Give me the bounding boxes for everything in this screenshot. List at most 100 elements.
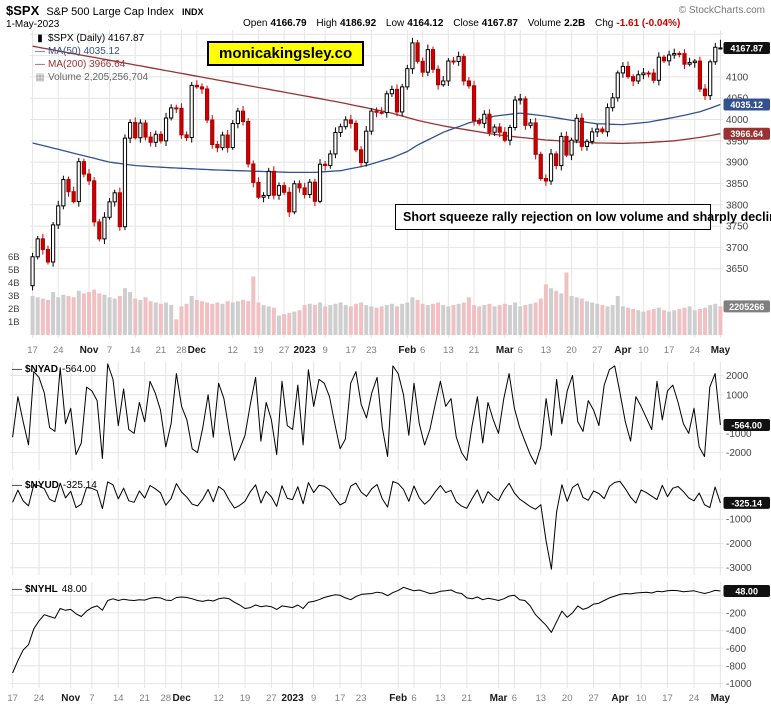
x-axis-label: Dec — [188, 345, 207, 356]
x-axis-label: 10 — [638, 345, 649, 356]
nyud-value-box — [723, 496, 770, 509]
x-axis-label: 17 — [662, 693, 673, 704]
x-axis-label: 23 — [366, 345, 377, 356]
nyud-legend: — $NYUD -325.14 — [12, 480, 97, 491]
value-boxes: 4167.87 4035.12 3966.64 2205266 -564.00 -325.… — [723, 41, 770, 598]
x-axis-label: 17 — [27, 345, 38, 356]
x-axis-label: Apr — [611, 693, 628, 704]
chart-header: $SPX S&P 500 Large Cap Index INDX — [6, 3, 204, 18]
nyhl-legend: — $NYHL 48.00 — [12, 584, 87, 595]
volume-axis-label: 5B — [8, 265, 20, 276]
x-axis-label: Feb — [389, 693, 407, 704]
nyud-name: $NYUD — [25, 480, 59, 491]
nyhl-value-box-label: 48.00 — [735, 587, 758, 597]
x-axis-label: 2023 — [281, 693, 304, 704]
nyhl-value-box — [723, 585, 770, 598]
x-axis-label: 27 — [588, 693, 599, 704]
price-axis-label: 3650 — [726, 264, 749, 275]
nyud-axis-label: -1000 — [726, 515, 752, 526]
nyad-axis-label: 2000 — [726, 371, 749, 382]
x-axis-label: 19 — [240, 693, 251, 704]
x-axis-label: 24 — [689, 345, 700, 356]
volume-value-box — [723, 300, 770, 313]
x-axis-label: 7 — [89, 693, 94, 704]
chg-label: Chg — [595, 18, 614, 29]
x-axis-label: 6 — [512, 693, 517, 704]
x-axis-label: 24 — [34, 693, 45, 704]
x-axis-label: 12 — [213, 693, 224, 704]
x-axis-label: 28 — [176, 345, 187, 356]
x-axis-label: 14 — [130, 345, 141, 356]
nyhl-value: 48.00 — [61, 584, 87, 595]
candlestick-icon: ▮ — [37, 33, 43, 44]
open-label: Open — [243, 18, 268, 29]
x-axis-label: Nov — [80, 345, 99, 356]
volume-bars — [30, 272, 723, 335]
nyhl-name: $NYHL — [25, 584, 58, 595]
price-axis-label: 3900 — [726, 158, 749, 169]
nyad-line — [12, 363, 721, 465]
close-label: Close — [453, 18, 479, 29]
ma50-value-box — [723, 98, 770, 111]
x-axis-label: Dec — [172, 693, 191, 704]
x-axis-label: 12 — [227, 345, 238, 356]
price-axis-label: 4000 — [726, 115, 749, 126]
x-axis-label: 13 — [541, 345, 552, 356]
ma200-line-icon: — — [35, 59, 45, 70]
nyhl-axis-label: -1000 — [726, 679, 752, 690]
legend-volume-label: Volume 2,205,256,704 — [48, 72, 149, 83]
nyud-value: -325.14 — [62, 480, 97, 491]
x-axis-label: 20 — [562, 693, 573, 704]
nyud-axis-label: -3000 — [726, 563, 752, 574]
legend-ma50-label: MA(50) 4035.12 — [48, 46, 120, 57]
nyhl-axis-label: -800 — [726, 661, 746, 672]
exchange-label: INDX — [182, 7, 204, 17]
x-axis-label: 17 — [335, 693, 346, 704]
x-axis-label: 28 — [161, 693, 172, 704]
chg-value: -1.61 (-0.04%) — [616, 18, 681, 29]
x-axis-label: 24 — [53, 345, 64, 356]
open-value: 4166.79 — [270, 18, 307, 29]
x-axis-label: 21 — [462, 693, 473, 704]
last-price-box-label: 4167.87 — [730, 43, 763, 53]
x-axis-label: 24 — [689, 693, 700, 704]
x-axis-label: 9 — [311, 693, 316, 704]
x-axis-label: 19 — [253, 345, 264, 356]
annotation-box: Short squeeze rally rejection on low vol… — [395, 204, 771, 231]
nyad-legend: — $NYAD -564.00 — [12, 364, 96, 375]
nyud-line-icon: — — [12, 480, 22, 491]
x-axis-label: 6 — [518, 345, 523, 356]
quote-summary: Open 4166.79 High 4186.92 Low 4164.12 Close… — [243, 18, 680, 29]
x-axis-label: 17 — [7, 693, 18, 704]
volume-axis-label: 2B — [8, 304, 20, 315]
x-axis-label: 7 — [107, 345, 112, 356]
nyud-value-box-label: -325.14 — [731, 498, 762, 508]
x-axis-label: 2023 — [294, 345, 317, 356]
volume-value-box-label: 2205266 — [729, 302, 764, 312]
nyud-axis-label: -2000 — [726, 539, 752, 550]
x-axis-label: 21 — [469, 345, 480, 356]
volume-axis-label: 4B — [8, 278, 20, 289]
x-axis-label: 17 — [664, 345, 675, 356]
x-axis-label: 27 — [592, 345, 603, 356]
x-axis-label: 6 — [420, 345, 425, 356]
nyad-axis-label: -2000 — [726, 448, 752, 459]
low-value: 4164.12 — [407, 18, 444, 29]
x-axis-label: Mar — [496, 345, 514, 356]
axis-labels: 4100405040003950390038503800375037003650… — [7, 72, 752, 704]
nyad-value-box — [723, 418, 770, 431]
x-axis-label: 20 — [566, 345, 577, 356]
x-axis-label: 6 — [411, 693, 416, 704]
nyad-value: -564.00 — [61, 364, 96, 375]
ma200-value-box-label: 3966.64 — [730, 129, 763, 139]
legend-row-spx: ▮ $SPX (Daily) 4167.87 — [34, 32, 148, 45]
price-axis-label: 3950 — [726, 136, 749, 147]
copyright-label: © StockCharts.com — [678, 5, 765, 16]
volume-axis-label: 3B — [8, 291, 20, 302]
nyhl-axis-label: -600 — [726, 644, 746, 655]
main-legend: ▮ $SPX (Daily) 4167.87 — MA(50) 4035.12 — M… — [34, 32, 148, 84]
nyhl-line-icon: — — [12, 584, 22, 595]
volume-icon: ▦ — [35, 72, 45, 83]
price-axis-label: 4100 — [726, 72, 749, 83]
